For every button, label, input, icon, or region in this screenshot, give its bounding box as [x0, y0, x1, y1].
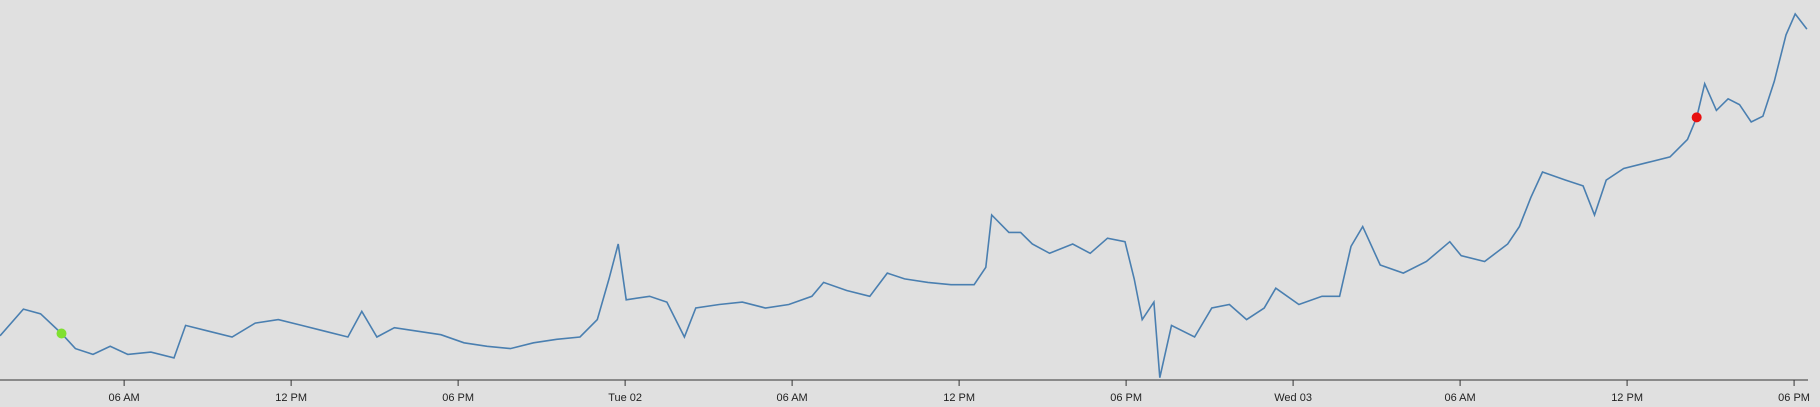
x-tick-label: 06 PM — [1110, 392, 1142, 404]
x-tick-label: 06 PM — [1778, 392, 1810, 404]
x-tick-label: 12 PM — [943, 392, 975, 404]
x-tick-label: 12 PM — [275, 392, 307, 404]
x-tick-label: 06 PM — [442, 392, 474, 404]
x-tick-label: Tue 02 — [608, 392, 642, 404]
x-tick-label: Wed 03 — [1274, 392, 1312, 404]
line-series — [0, 12, 1808, 378]
x-tick-label: 06 AM — [777, 392, 808, 404]
marker-point — [1691, 112, 1702, 123]
marker-point — [56, 328, 67, 339]
x-tick-label: 06 AM — [1444, 392, 1475, 404]
x-tick-label: 12 PM — [1611, 392, 1643, 404]
x-tick-label: 06 AM — [109, 392, 140, 404]
